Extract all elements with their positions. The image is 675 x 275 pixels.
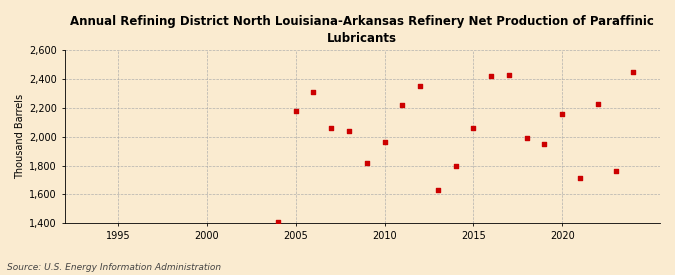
Point	[414, 84, 425, 89]
Point	[273, 219, 284, 224]
Point	[539, 142, 550, 146]
Point	[610, 169, 621, 174]
Point	[628, 70, 639, 74]
Point	[361, 160, 372, 165]
Point	[308, 90, 319, 94]
Point	[521, 136, 532, 140]
Point	[557, 111, 568, 116]
Point	[397, 103, 408, 107]
Point	[486, 74, 497, 78]
Point	[468, 126, 479, 130]
Point	[326, 126, 337, 130]
Point	[379, 140, 390, 145]
Text: Source: U.S. Energy Information Administration: Source: U.S. Energy Information Administ…	[7, 263, 221, 272]
Point	[344, 129, 354, 133]
Point	[504, 73, 514, 77]
Point	[450, 163, 461, 168]
Point	[593, 101, 603, 106]
Point	[290, 109, 301, 113]
Point	[574, 176, 585, 181]
Point	[433, 188, 443, 192]
Y-axis label: Thousand Barrels: Thousand Barrels	[15, 94, 25, 179]
Title: Annual Refining District North Louisiana-Arkansas Refinery Net Production of Par: Annual Refining District North Louisiana…	[70, 15, 654, 45]
